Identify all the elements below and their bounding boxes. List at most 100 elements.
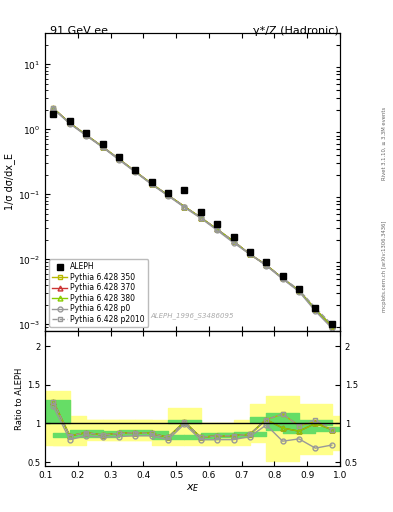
Line: Pythia 6.428 350: Pythia 6.428 350 [51,106,334,328]
ALEPH [68,118,72,124]
Pythia 6.428 p2010 [116,156,121,162]
ALEPH [248,249,252,255]
Line: Pythia 6.428 380: Pythia 6.428 380 [51,106,334,328]
ALEPH [182,186,187,193]
Pythia 6.428 350 [198,215,203,221]
Pythia 6.428 350 [182,203,187,209]
Pythia 6.428 370 [68,120,72,126]
Pythia 6.428 380 [68,120,72,126]
Pythia 6.428 370 [116,156,121,162]
ALEPH [116,154,121,160]
Pythia 6.428 370 [215,226,219,232]
Pythia 6.428 p0 [231,240,236,246]
Pythia 6.428 p2010 [100,144,105,150]
Pythia 6.428 370 [198,215,203,221]
Text: mcplots.cern.ch [arXiv:1306.3436]: mcplots.cern.ch [arXiv:1306.3436] [382,221,387,312]
Pythia 6.428 350 [264,262,269,268]
Pythia 6.428 p2010 [166,192,171,198]
Pythia 6.428 p0 [100,144,105,151]
ALEPH [100,141,105,147]
Pythia 6.428 p2010 [84,132,88,138]
Pythia 6.428 380 [182,203,187,209]
Pythia 6.428 370 [100,144,105,150]
Pythia 6.428 350 [84,132,88,138]
Pythia 6.428 350 [100,144,105,150]
Pythia 6.428 p2010 [231,238,236,244]
Pythia 6.428 p0 [313,308,318,314]
Pythia 6.428 370 [166,192,171,198]
Pythia 6.428 p0 [133,169,138,175]
Pythia 6.428 p0 [198,215,203,221]
Pythia 6.428 p2010 [51,105,56,112]
ALEPH [133,166,138,173]
Pythia 6.428 p2010 [133,168,138,175]
Pythia 6.428 350 [231,238,236,244]
Pythia 6.428 380 [329,323,334,329]
Pythia 6.428 p0 [166,193,171,199]
Pythia 6.428 370 [329,323,334,329]
Pythia 6.428 380 [248,251,252,258]
Pythia 6.428 p2010 [149,181,154,187]
Pythia 6.428 380 [231,238,236,244]
Pythia 6.428 380 [133,168,138,175]
Pythia 6.428 380 [100,144,105,150]
Pythia 6.428 350 [248,251,252,258]
Pythia 6.428 p2010 [182,203,187,209]
Pythia 6.428 p2010 [329,322,334,328]
Pythia 6.428 350 [51,105,56,112]
Pythia 6.428 350 [297,288,301,294]
Pythia 6.428 p0 [264,263,269,269]
Pythia 6.428 380 [215,226,219,232]
Pythia 6.428 350 [149,181,154,187]
Pythia 6.428 370 [133,168,138,175]
Pythia 6.428 p2010 [313,305,318,311]
Pythia 6.428 p0 [182,204,187,210]
Pythia 6.428 380 [166,192,171,198]
Text: ALEPH_1996_S3486095: ALEPH_1996_S3486095 [151,312,234,319]
Text: γ*/Z (Hadronic): γ*/Z (Hadronic) [253,26,339,36]
Pythia 6.428 370 [231,238,236,244]
Pythia 6.428 350 [280,275,285,282]
Pythia 6.428 p0 [329,325,334,331]
Pythia 6.428 p0 [215,227,219,233]
X-axis label: $x_E$: $x_E$ [186,482,199,495]
ALEPH [198,209,203,216]
Pythia 6.428 380 [149,181,154,187]
Pythia 6.428 p2010 [297,287,301,293]
ALEPH [166,190,171,196]
Pythia 6.428 350 [68,120,72,126]
Pythia 6.428 p0 [116,157,121,163]
Pythia 6.428 p0 [84,133,88,139]
ALEPH [149,179,154,185]
Pythia 6.428 p2010 [198,215,203,221]
Pythia 6.428 p2010 [280,275,285,281]
Pythia 6.428 350 [166,192,171,198]
ALEPH [313,305,318,311]
Pythia 6.428 380 [264,262,269,268]
Pythia 6.428 p2010 [248,251,252,258]
Pythia 6.428 370 [51,105,56,112]
Pythia 6.428 p2010 [264,262,269,268]
Pythia 6.428 380 [198,215,203,221]
Line: Pythia 6.428 p2010: Pythia 6.428 p2010 [51,106,334,327]
Pythia 6.428 350 [313,306,318,312]
Pythia 6.428 370 [264,262,269,268]
Pythia 6.428 p0 [51,106,56,112]
ALEPH [264,259,269,265]
ALEPH [297,286,301,292]
Pythia 6.428 350 [116,156,121,162]
ALEPH [329,322,334,328]
Y-axis label: 1/σ dσ/dx_E: 1/σ dσ/dx_E [4,154,15,210]
Pythia 6.428 370 [84,132,88,138]
Pythia 6.428 350 [215,226,219,232]
Pythia 6.428 380 [297,288,301,294]
ALEPH [231,234,236,240]
Pythia 6.428 p0 [149,181,154,187]
Pythia 6.428 p2010 [215,226,219,232]
Pythia 6.428 370 [297,288,301,294]
Pythia 6.428 380 [313,306,318,312]
Pythia 6.428 380 [84,132,88,138]
Pythia 6.428 380 [51,105,56,112]
Pythia 6.428 370 [313,306,318,312]
Pythia 6.428 380 [280,275,285,282]
